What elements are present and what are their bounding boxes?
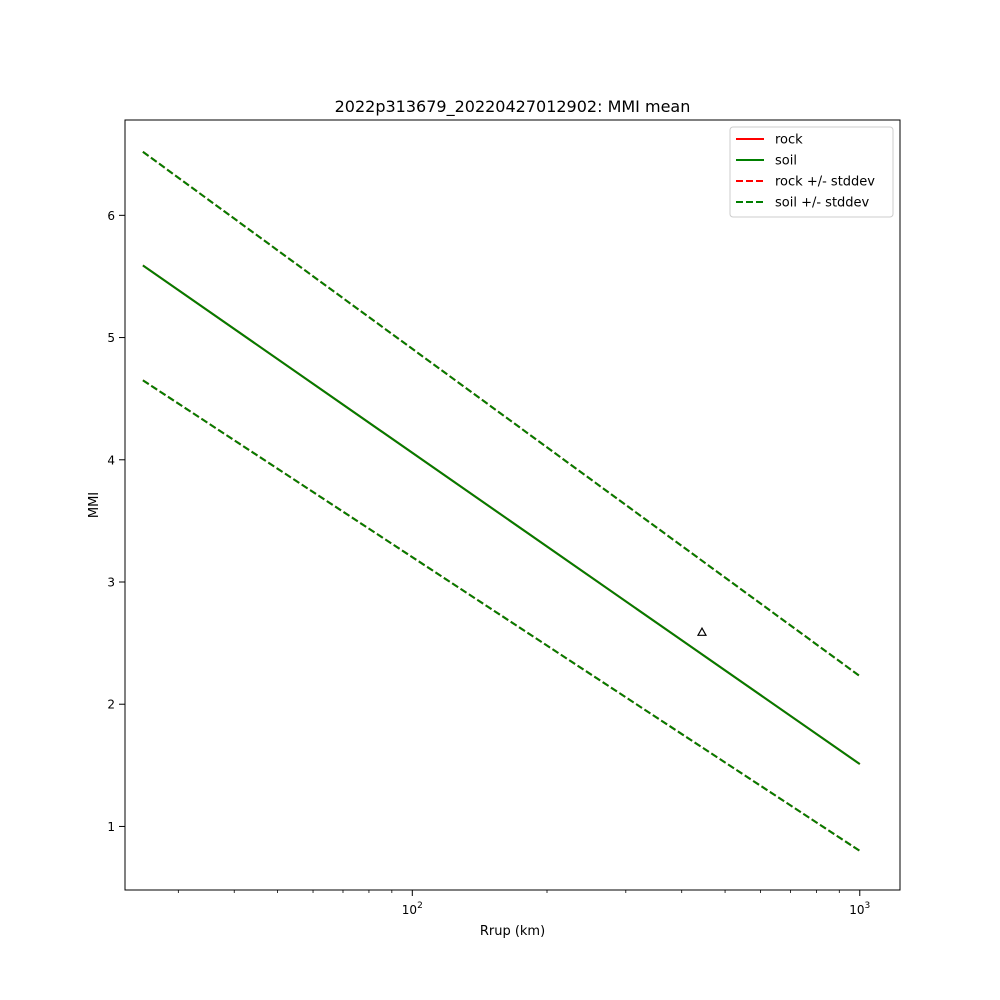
observation-marker-0 [696, 626, 708, 636]
observation-markers [696, 626, 708, 636]
y-tick-label-0: 1 [107, 820, 115, 834]
chart-title: 2022p313679_20220427012902: MMI mean [335, 97, 691, 117]
y-tick-label-3: 4 [107, 453, 115, 467]
y-tick-label-4: 5 [107, 331, 115, 345]
y-tick-label-2: 3 [107, 576, 115, 590]
x-tick-label-1: 103 [849, 901, 870, 917]
x-tick-label-0: 102 [402, 901, 423, 917]
plot-lines [142, 150, 861, 852]
series-line-1-0 [142, 264, 861, 765]
x-axis-label: Rrup (km) [480, 924, 545, 939]
legend-label-1: soil [775, 154, 797, 169]
legend-label-2: rock +/- stddev [775, 175, 875, 190]
series-line-3-1 [142, 379, 861, 852]
legend-label-0: rock [775, 133, 803, 148]
series-line-3-0 [142, 150, 861, 677]
plot-frame [124, 119, 901, 891]
legend: rock soil rock +/- stddev soil +/- stddev [729, 126, 894, 218]
y-tick-label-1: 2 [107, 698, 115, 712]
y-axis: 1 2 3 4 5 6 [107, 209, 125, 834]
legend-label-3: soil +/- stddev [775, 196, 870, 211]
y-axis-label: MMI [87, 492, 102, 518]
y-tick-label-5: 6 [107, 209, 115, 223]
x-axis: 102 103 [177, 890, 870, 917]
legend-box [729, 126, 894, 218]
